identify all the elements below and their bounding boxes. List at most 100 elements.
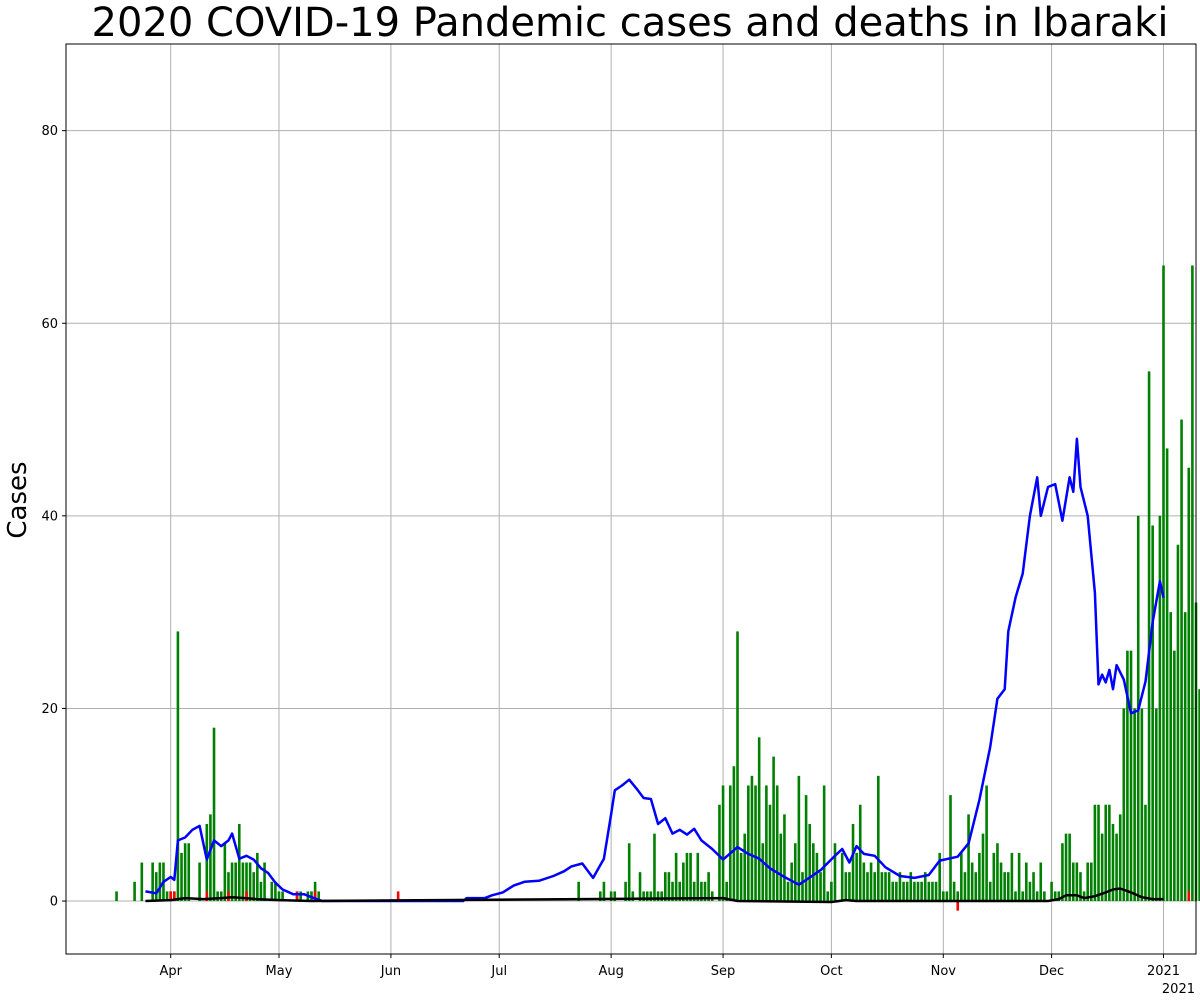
case-bar bbox=[1053, 891, 1057, 902]
x-tick-label: Jul bbox=[490, 964, 507, 979]
case-bar bbox=[1017, 852, 1021, 902]
deaths-average-line bbox=[145, 887, 1164, 904]
case-bar bbox=[205, 824, 209, 902]
case-bar bbox=[1079, 872, 1082, 902]
x-tick-label: 2021 bbox=[1147, 964, 1180, 979]
case-bar bbox=[963, 872, 967, 902]
case-bar bbox=[1064, 833, 1068, 902]
case-bar bbox=[671, 881, 674, 902]
case-bar bbox=[176, 631, 180, 902]
case-bar bbox=[1162, 265, 1165, 902]
case-bar bbox=[703, 881, 707, 902]
case-bar bbox=[237, 824, 241, 902]
case-bar bbox=[761, 843, 765, 902]
case-bar bbox=[678, 881, 682, 902]
case-bar bbox=[1140, 708, 1144, 902]
case-bar bbox=[209, 814, 212, 902]
case-bar bbox=[808, 824, 812, 902]
x-tick-label: Nov bbox=[931, 964, 957, 979]
case-bar bbox=[985, 785, 988, 902]
case-bar bbox=[757, 737, 761, 902]
case-bar bbox=[133, 881, 136, 902]
case-bar bbox=[934, 881, 938, 902]
case-bar bbox=[230, 862, 234, 902]
case-bar bbox=[259, 881, 263, 902]
case-bar bbox=[707, 872, 710, 902]
case-bar bbox=[1050, 881, 1053, 902]
case-bar bbox=[274, 881, 277, 902]
case-bar bbox=[1100, 833, 1104, 902]
case-bar bbox=[1028, 881, 1032, 902]
case-bar bbox=[631, 891, 635, 902]
death-bar bbox=[173, 891, 176, 902]
case-bar bbox=[1108, 804, 1111, 902]
case-bar bbox=[1097, 804, 1100, 902]
case-bar bbox=[880, 872, 884, 902]
case-bar bbox=[747, 785, 750, 902]
case-bar bbox=[945, 891, 949, 902]
case-bar bbox=[754, 785, 757, 902]
case-bar bbox=[140, 862, 144, 902]
case-bar bbox=[599, 891, 602, 902]
case-bar bbox=[1068, 833, 1071, 902]
case-bar bbox=[728, 785, 732, 902]
case-bar bbox=[999, 862, 1003, 902]
case-bar bbox=[978, 852, 981, 902]
case-bar bbox=[1169, 612, 1173, 902]
case-bar bbox=[736, 631, 739, 902]
case-bar bbox=[822, 785, 826, 902]
case-bar bbox=[916, 881, 920, 902]
case-bar bbox=[667, 872, 671, 902]
case-bar bbox=[234, 862, 237, 902]
case-bar bbox=[674, 852, 678, 902]
case-bar bbox=[317, 891, 321, 902]
case-bar bbox=[967, 814, 970, 902]
case-bar bbox=[884, 872, 887, 902]
case-bar bbox=[844, 872, 848, 902]
case-bar bbox=[1158, 515, 1162, 902]
case-bar bbox=[1003, 872, 1006, 902]
case-bar bbox=[1061, 843, 1064, 902]
case-bar bbox=[1129, 650, 1133, 902]
case-bar bbox=[772, 756, 775, 902]
case-bar bbox=[685, 852, 689, 902]
case-bar bbox=[1104, 804, 1108, 902]
death-bar bbox=[227, 891, 230, 902]
case-bar bbox=[198, 862, 201, 902]
line-layer bbox=[145, 437, 1165, 904]
case-bar bbox=[793, 843, 797, 902]
case-bar bbox=[1191, 265, 1194, 902]
case-bar bbox=[645, 891, 649, 902]
case-bar bbox=[1043, 891, 1046, 902]
case-bar bbox=[949, 795, 952, 902]
case-bar bbox=[1176, 544, 1180, 902]
case-bar bbox=[960, 852, 963, 902]
case-bar bbox=[869, 862, 873, 902]
y-tick-label: 60 bbox=[41, 317, 58, 332]
case-bar bbox=[970, 862, 974, 902]
case-bar bbox=[609, 891, 613, 902]
case-bar bbox=[887, 872, 891, 902]
case-bar bbox=[187, 843, 191, 902]
case-bar bbox=[602, 881, 606, 902]
case-bar bbox=[826, 891, 830, 902]
death-bar bbox=[1187, 891, 1191, 902]
case-bar bbox=[941, 891, 945, 902]
y-tick-label: 80 bbox=[41, 124, 58, 139]
case-bar bbox=[227, 872, 230, 902]
case-bar bbox=[649, 891, 653, 902]
death-bar bbox=[245, 891, 248, 902]
chart-title: 2020 COVID-19 Pandemic cases and deaths … bbox=[92, 0, 1169, 46]
case-bar bbox=[1086, 862, 1089, 902]
case-bar bbox=[1035, 891, 1039, 902]
y-tick-label: 40 bbox=[41, 509, 58, 524]
case-bar bbox=[1118, 814, 1122, 902]
case-bar bbox=[909, 872, 913, 902]
case-bar bbox=[891, 881, 895, 902]
case-bar bbox=[1144, 804, 1147, 902]
case-bar bbox=[840, 852, 844, 902]
case-bar bbox=[1183, 612, 1187, 902]
case-bar bbox=[577, 881, 580, 902]
case-bar bbox=[158, 862, 162, 902]
